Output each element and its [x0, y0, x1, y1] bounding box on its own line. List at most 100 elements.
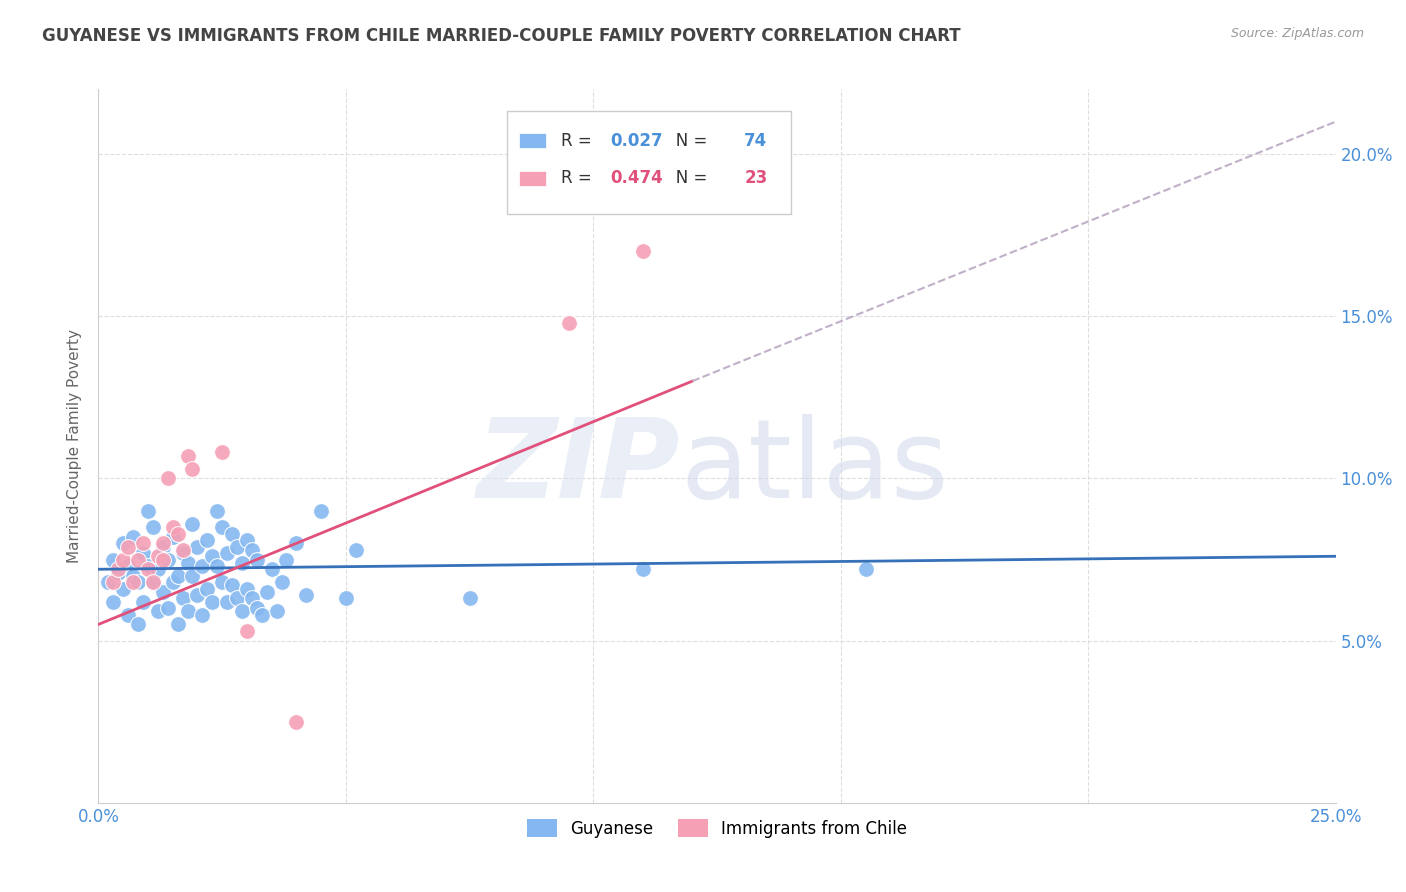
Text: atlas: atlas	[681, 414, 949, 521]
FancyBboxPatch shape	[506, 111, 792, 214]
Point	[112, 536, 135, 550]
Point	[142, 575, 165, 590]
Point	[132, 536, 155, 550]
Point	[112, 582, 135, 596]
Point	[127, 575, 149, 590]
Text: R =: R =	[561, 169, 598, 187]
Point	[103, 552, 125, 566]
Point	[226, 591, 249, 606]
Point	[236, 582, 259, 596]
Point	[136, 559, 159, 574]
Point	[221, 578, 243, 592]
FancyBboxPatch shape	[519, 170, 547, 186]
Point	[246, 552, 269, 566]
Point	[631, 244, 654, 259]
Text: 0.027: 0.027	[610, 132, 664, 150]
Point	[236, 533, 259, 547]
Text: Source: ZipAtlas.com: Source: ZipAtlas.com	[1230, 27, 1364, 40]
Point	[270, 575, 292, 590]
Point	[122, 568, 145, 582]
FancyBboxPatch shape	[519, 133, 547, 148]
Point	[211, 520, 233, 534]
Point	[276, 552, 298, 566]
Point	[97, 575, 120, 590]
Point	[117, 559, 139, 574]
Point	[172, 546, 194, 560]
Point	[166, 617, 188, 632]
Point	[191, 607, 214, 622]
Point	[211, 575, 233, 590]
Point	[250, 607, 273, 622]
Point	[201, 549, 224, 564]
Point	[211, 445, 233, 459]
Point	[205, 504, 228, 518]
Point	[186, 540, 208, 554]
Point	[152, 536, 174, 550]
Point	[217, 546, 239, 560]
Point	[172, 591, 194, 606]
Point	[260, 562, 283, 576]
Text: 23: 23	[744, 169, 768, 187]
Point	[117, 540, 139, 554]
Point	[107, 566, 129, 580]
Point	[152, 585, 174, 599]
Point	[285, 536, 308, 550]
Point	[176, 449, 198, 463]
Point	[146, 562, 169, 576]
Point	[186, 588, 208, 602]
Point	[127, 617, 149, 632]
Point	[256, 585, 278, 599]
Point	[142, 520, 165, 534]
Point	[107, 562, 129, 576]
Text: ZIP: ZIP	[477, 414, 681, 521]
Point	[162, 575, 184, 590]
Point	[172, 542, 194, 557]
Point	[132, 595, 155, 609]
Point	[152, 552, 174, 566]
Legend: Guyanese, Immigrants from Chile: Guyanese, Immigrants from Chile	[520, 813, 914, 845]
Point	[142, 575, 165, 590]
Point	[176, 556, 198, 570]
Point	[127, 552, 149, 566]
Point	[103, 575, 125, 590]
Point	[221, 526, 243, 541]
Point	[191, 559, 214, 574]
Point	[146, 604, 169, 618]
Point	[166, 568, 188, 582]
Point	[181, 461, 204, 475]
Point	[122, 575, 145, 590]
Point	[195, 533, 218, 547]
Point	[162, 530, 184, 544]
Point	[335, 591, 357, 606]
Text: 0.474: 0.474	[610, 169, 664, 187]
Point	[136, 504, 159, 518]
Point	[112, 552, 135, 566]
Point	[631, 562, 654, 576]
Point	[240, 591, 263, 606]
Point	[217, 595, 239, 609]
Point	[156, 552, 179, 566]
Point	[166, 526, 188, 541]
Point	[205, 559, 228, 574]
Point	[103, 595, 125, 609]
Point	[285, 714, 308, 729]
Text: N =: N =	[661, 132, 713, 150]
Point	[458, 591, 481, 606]
Point	[309, 504, 332, 518]
Point	[226, 540, 249, 554]
Point	[162, 520, 184, 534]
Text: 74: 74	[744, 132, 768, 150]
Point	[146, 549, 169, 564]
Point	[246, 601, 269, 615]
Point	[201, 595, 224, 609]
Point	[855, 562, 877, 576]
Text: R =: R =	[561, 132, 598, 150]
Point	[557, 316, 579, 330]
Point	[136, 562, 159, 576]
Point	[181, 516, 204, 531]
Point	[156, 471, 179, 485]
Point	[117, 607, 139, 622]
Text: N =: N =	[661, 169, 713, 187]
Point	[181, 568, 204, 582]
Point	[240, 542, 263, 557]
